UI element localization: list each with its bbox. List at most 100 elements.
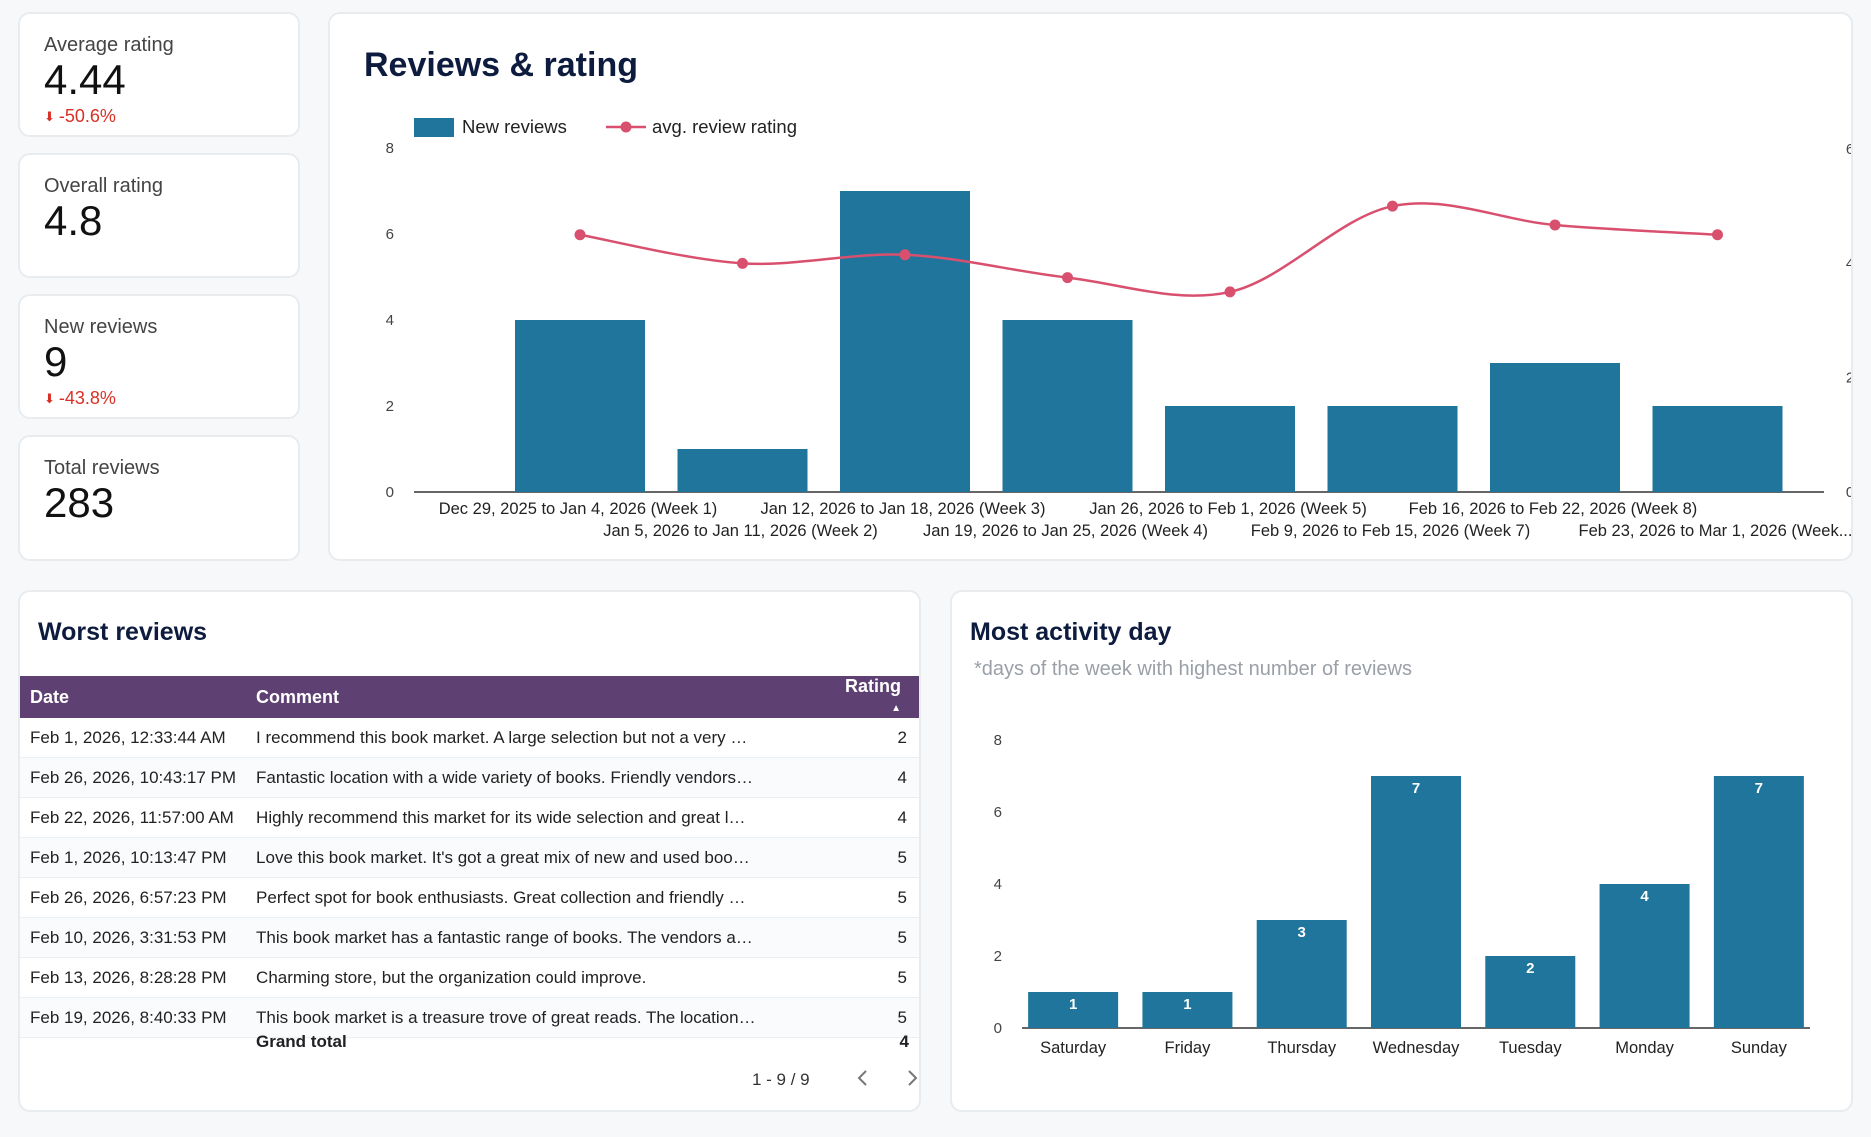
table-header-row: Date Comment Rating ▲ bbox=[20, 676, 919, 718]
y-tick-label: 4 bbox=[994, 876, 1002, 893]
y-tick-label: 2 bbox=[994, 948, 1002, 965]
bar-data-label: 4 bbox=[1640, 888, 1649, 905]
column-header-rating-label: Rating bbox=[845, 676, 901, 696]
y-tick-label: 8 bbox=[994, 732, 1002, 749]
kpi-delta-value: -50.6% bbox=[58, 106, 116, 126]
table-row: Feb 26, 2026, 6:57:23 PM Perfect spot for… bbox=[20, 877, 919, 918]
cell-rating: 5 bbox=[835, 917, 919, 958]
bar-data-label: 2 bbox=[1526, 960, 1534, 977]
kpi-value: 4.8 bbox=[44, 197, 103, 244]
bar-activity bbox=[1599, 884, 1690, 1028]
avg-rating-point bbox=[1387, 200, 1398, 212]
x-tick-label: Jan 5, 2026 to Jan 11, 2026 (Week 2) bbox=[603, 522, 878, 540]
table-row: Feb 19, 2026, 8:40:33 PM This book market… bbox=[20, 997, 919, 1038]
table-row: Feb 26, 2026, 10:43:17 PM Fantastic locat… bbox=[20, 757, 919, 798]
next-page-button[interactable] bbox=[898, 1064, 926, 1092]
bar-activity bbox=[1371, 776, 1461, 1028]
cell-rating: 5 bbox=[835, 837, 919, 878]
avg-rating-point bbox=[1062, 272, 1073, 284]
bar-new-reviews bbox=[1652, 406, 1783, 492]
y-tick-label: 0 bbox=[386, 484, 394, 501]
cell-date: Feb 13, 2026, 8:28:28 PM bbox=[20, 957, 247, 998]
worst-reviews-table: Date Comment Rating ▲ Feb 1, 2026, 12:33… bbox=[20, 676, 919, 1038]
avg-rating-line bbox=[579, 202, 1718, 297]
kpi-label: Total reviews bbox=[44, 457, 160, 479]
column-header-date[interactable]: Date bbox=[20, 676, 247, 718]
avg-rating-point bbox=[1549, 219, 1561, 231]
table-row: Feb 10, 2026, 3:31:53 PM This book market… bbox=[20, 917, 919, 958]
x-tick-label: Wednesday bbox=[1373, 1039, 1461, 1057]
kpi-card-new-reviews: New reviews 9 ⬇ -43.8% bbox=[18, 294, 300, 419]
bar-data-label: 7 bbox=[1412, 780, 1420, 797]
cell-comment: Love this book market. It's got a great … bbox=[246, 837, 835, 878]
activity-title: Most activity day bbox=[970, 618, 1172, 646]
x-tick-label: Monday bbox=[1615, 1039, 1674, 1057]
cell-rating: 2 bbox=[835, 718, 919, 758]
table-title: Worst reviews bbox=[38, 618, 208, 646]
x-tick-label: Tuesday bbox=[1499, 1039, 1562, 1057]
chart-title: Reviews & rating bbox=[364, 46, 638, 84]
y2-tick-label: 4 bbox=[1846, 255, 1851, 272]
avg-rating-point bbox=[737, 257, 748, 269]
cell-comment: I recommend this book market. A large se… bbox=[246, 718, 835, 758]
activity-card: Most activity day *days of the week with… bbox=[950, 590, 1853, 1112]
x-tick-label: Dec 29, 2025 to Jan 4, 2026 (Week 1) bbox=[439, 500, 718, 518]
x-tick-label: Sunday bbox=[1731, 1039, 1788, 1057]
y-tick-label: 6 bbox=[386, 226, 394, 243]
legend-label-new-reviews: New reviews bbox=[462, 116, 567, 137]
bar-activity bbox=[1713, 776, 1804, 1028]
bar-activity bbox=[1142, 992, 1233, 1028]
y-tick-label: 4 bbox=[386, 312, 394, 329]
avg-rating-point bbox=[899, 249, 911, 261]
bar-data-label: 1 bbox=[1183, 996, 1191, 1013]
kpi-label: Average rating bbox=[44, 34, 174, 56]
bar-new-reviews bbox=[840, 191, 970, 492]
kpi-delta: ⬇ -43.8% bbox=[44, 388, 116, 409]
table-row: Feb 22, 2026, 11:57:00 AM Highly recommen… bbox=[20, 797, 919, 838]
worst-reviews-card: Worst reviews Date Comment Rating ▲ Feb … bbox=[18, 590, 921, 1112]
cell-comment: Charming store, but the organization cou… bbox=[246, 957, 835, 998]
bar-data-label: 3 bbox=[1298, 924, 1306, 941]
column-header-comment[interactable]: Comment bbox=[246, 676, 835, 718]
column-header-rating[interactable]: Rating ▲ bbox=[835, 676, 919, 718]
pagination-label: 1 - 9 / 9 bbox=[752, 1070, 810, 1089]
cell-comment: Highly recommend this market for its wid… bbox=[246, 797, 835, 838]
kpi-card-average-rating: Average rating 4.44 ⬇ -50.6% bbox=[18, 12, 300, 137]
y-tick-label: 2 bbox=[386, 398, 394, 415]
bar-new-reviews bbox=[1165, 406, 1295, 492]
x-tick-label: Friday bbox=[1165, 1039, 1212, 1057]
bar-new-reviews bbox=[1327, 406, 1458, 492]
prev-page-button[interactable] bbox=[849, 1064, 877, 1092]
y-tick-label: 0 bbox=[994, 1020, 1002, 1037]
x-tick-label: Feb 9, 2026 to Feb 15, 2026 (Week 7) bbox=[1251, 522, 1530, 540]
sort-ascending-icon: ▲ bbox=[891, 703, 901, 714]
y-tick-label: 8 bbox=[386, 140, 394, 157]
cell-date: Feb 10, 2026, 3:31:53 PM bbox=[20, 917, 247, 958]
bar-data-label: 7 bbox=[1755, 780, 1763, 797]
bar-new-reviews bbox=[1490, 363, 1620, 492]
cell-comment: Perfect spot for book enthusiasts. Great… bbox=[246, 877, 835, 918]
cell-date: Feb 26, 2026, 10:43:17 PM bbox=[20, 757, 247, 798]
y2-tick-label: 6 bbox=[1846, 141, 1851, 158]
legend-label-avg-rating: avg. review rating bbox=[652, 116, 797, 137]
cell-rating: 5 bbox=[835, 957, 919, 998]
cell-rating: 5 bbox=[835, 877, 919, 918]
legend-swatch-point bbox=[620, 121, 632, 133]
activity-chart: 0 2 4 6 8 1 Saturday 1 Friday 3 Thursday 7 Wednesday… bbox=[994, 732, 1810, 1057]
grand-total-value: 4 bbox=[899, 1032, 909, 1051]
cell-rating: 5 bbox=[835, 997, 919, 1038]
activity-subtitle: *days of the week with highest number of… bbox=[974, 658, 1412, 680]
bar-data-label: 1 bbox=[1069, 996, 1077, 1013]
x-tick-label: Thursday bbox=[1267, 1039, 1337, 1057]
chevron-right-icon bbox=[908, 1070, 918, 1086]
bar-activity bbox=[1028, 992, 1119, 1028]
avg-rating-point bbox=[1224, 286, 1236, 298]
kpi-card-overall-rating: Overall rating 4.8 bbox=[18, 153, 300, 278]
x-tick-label: Feb 16, 2026 to Feb 22, 2026 (Week 8) bbox=[1409, 500, 1698, 518]
cell-date: Feb 1, 2026, 12:33:44 AM bbox=[20, 718, 247, 758]
cell-rating: 4 bbox=[835, 797, 919, 838]
x-tick-label: Feb 23, 2026 to Mar 1, 2026 (Week... bbox=[1579, 522, 1851, 540]
x-tick-label: Saturday bbox=[1040, 1039, 1107, 1057]
kpi-value: 9 bbox=[44, 338, 68, 385]
chevron-left-icon bbox=[857, 1070, 867, 1086]
